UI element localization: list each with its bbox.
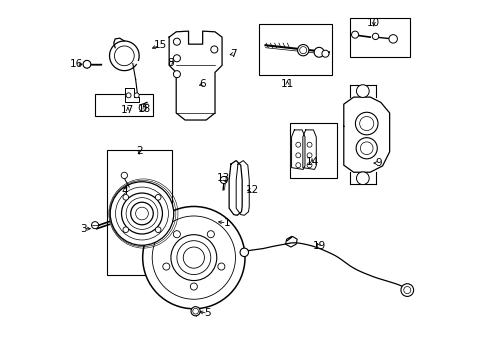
Circle shape — [220, 176, 227, 184]
Text: 5: 5 — [205, 309, 211, 318]
Text: 15: 15 — [154, 40, 167, 50]
Text: 10: 10 — [367, 18, 380, 28]
Circle shape — [152, 216, 236, 299]
Circle shape — [123, 227, 128, 233]
Circle shape — [322, 50, 329, 57]
Circle shape — [173, 71, 180, 78]
Circle shape — [401, 284, 414, 296]
Text: 12: 12 — [245, 185, 259, 195]
Text: 18: 18 — [138, 104, 151, 114]
Circle shape — [389, 35, 397, 43]
Polygon shape — [169, 31, 222, 120]
Circle shape — [211, 46, 218, 53]
Bar — [290, 123, 338, 178]
Circle shape — [296, 163, 301, 168]
Text: 8: 8 — [168, 58, 174, 68]
Circle shape — [92, 222, 98, 229]
Polygon shape — [344, 97, 390, 172]
Circle shape — [300, 47, 307, 54]
Circle shape — [173, 55, 180, 62]
Circle shape — [190, 283, 197, 290]
Text: 2: 2 — [136, 146, 143, 156]
Circle shape — [136, 207, 148, 220]
Polygon shape — [303, 130, 316, 170]
Circle shape — [177, 241, 211, 275]
Text: 19: 19 — [313, 241, 326, 251]
Circle shape — [143, 206, 245, 309]
Circle shape — [357, 85, 369, 98]
Circle shape — [126, 93, 131, 98]
Circle shape — [83, 60, 91, 68]
Circle shape — [404, 287, 411, 294]
Polygon shape — [125, 88, 139, 102]
Circle shape — [155, 227, 161, 233]
Circle shape — [372, 33, 379, 40]
Circle shape — [218, 263, 225, 270]
Circle shape — [122, 193, 163, 234]
Circle shape — [193, 309, 198, 314]
Circle shape — [360, 142, 373, 154]
Circle shape — [126, 198, 158, 229]
Text: 4: 4 — [121, 186, 128, 196]
Text: 9: 9 — [375, 158, 382, 168]
Circle shape — [173, 38, 180, 45]
Text: 17: 17 — [121, 105, 134, 115]
Bar — [107, 150, 172, 275]
Bar — [259, 24, 333, 75]
Circle shape — [123, 194, 128, 200]
Text: 16: 16 — [70, 59, 83, 69]
Circle shape — [171, 235, 217, 280]
Text: 14: 14 — [305, 157, 318, 167]
Circle shape — [183, 247, 204, 268]
Circle shape — [355, 112, 378, 135]
Circle shape — [314, 48, 324, 57]
Circle shape — [115, 46, 134, 66]
Circle shape — [296, 153, 301, 158]
Circle shape — [357, 172, 369, 185]
Circle shape — [297, 45, 309, 56]
Polygon shape — [292, 130, 305, 170]
Text: 3: 3 — [80, 224, 87, 234]
Circle shape — [296, 142, 301, 147]
Circle shape — [131, 202, 153, 225]
Circle shape — [163, 263, 170, 270]
Circle shape — [351, 31, 359, 38]
Circle shape — [134, 93, 139, 98]
Circle shape — [240, 248, 248, 257]
Circle shape — [307, 153, 312, 158]
Text: 11: 11 — [281, 79, 294, 89]
Circle shape — [173, 231, 180, 238]
Circle shape — [207, 231, 215, 238]
Circle shape — [121, 172, 127, 179]
Circle shape — [307, 142, 312, 147]
Bar — [96, 94, 152, 116]
Text: 13: 13 — [217, 173, 230, 183]
Circle shape — [356, 138, 377, 159]
Circle shape — [191, 307, 200, 316]
Bar — [350, 18, 410, 57]
Polygon shape — [229, 161, 242, 215]
Text: 7: 7 — [230, 49, 237, 59]
Text: 1: 1 — [223, 218, 230, 228]
Circle shape — [360, 117, 374, 131]
Circle shape — [139, 104, 146, 111]
Circle shape — [307, 163, 312, 168]
Circle shape — [116, 187, 169, 240]
Circle shape — [155, 194, 161, 200]
Polygon shape — [236, 161, 249, 215]
Text: 6: 6 — [199, 79, 206, 89]
Circle shape — [110, 182, 174, 245]
